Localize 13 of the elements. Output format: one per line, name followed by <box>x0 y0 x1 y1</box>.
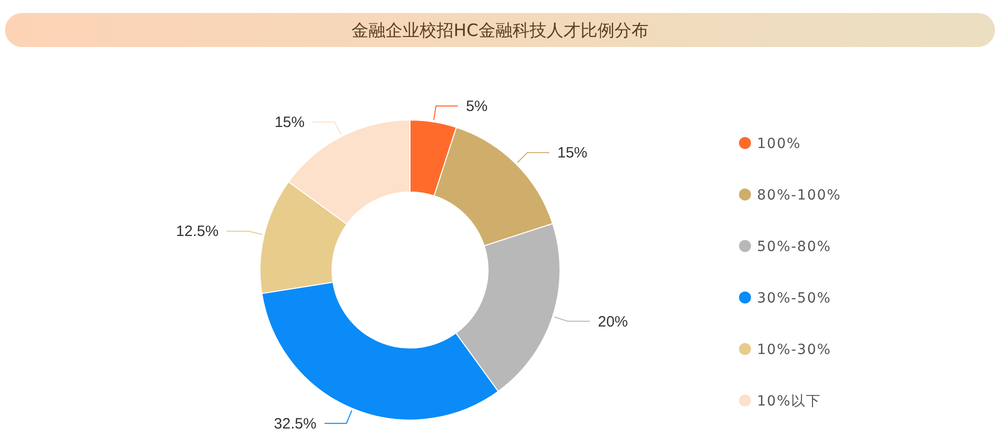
legend-label: 10%以下 <box>757 394 822 410</box>
legend-label: 30%-50% <box>757 290 832 306</box>
chart-title: 金融企业校招HC金融科技人才比例分布 <box>352 21 648 41</box>
data-label: 20% <box>598 313 628 330</box>
data-label: 15% <box>557 144 588 162</box>
data-label: 5% <box>466 98 488 116</box>
legend-label: 100% <box>757 136 802 152</box>
legend-label: 50%-80% <box>757 239 832 255</box>
data-label: 15% <box>274 114 305 132</box>
legend-label: 10%-30% <box>757 342 832 358</box>
data-label: 32.5% <box>274 415 316 432</box>
legend-label: 80%-100% <box>757 188 842 204</box>
data-label: 12.5% <box>176 223 219 240</box>
